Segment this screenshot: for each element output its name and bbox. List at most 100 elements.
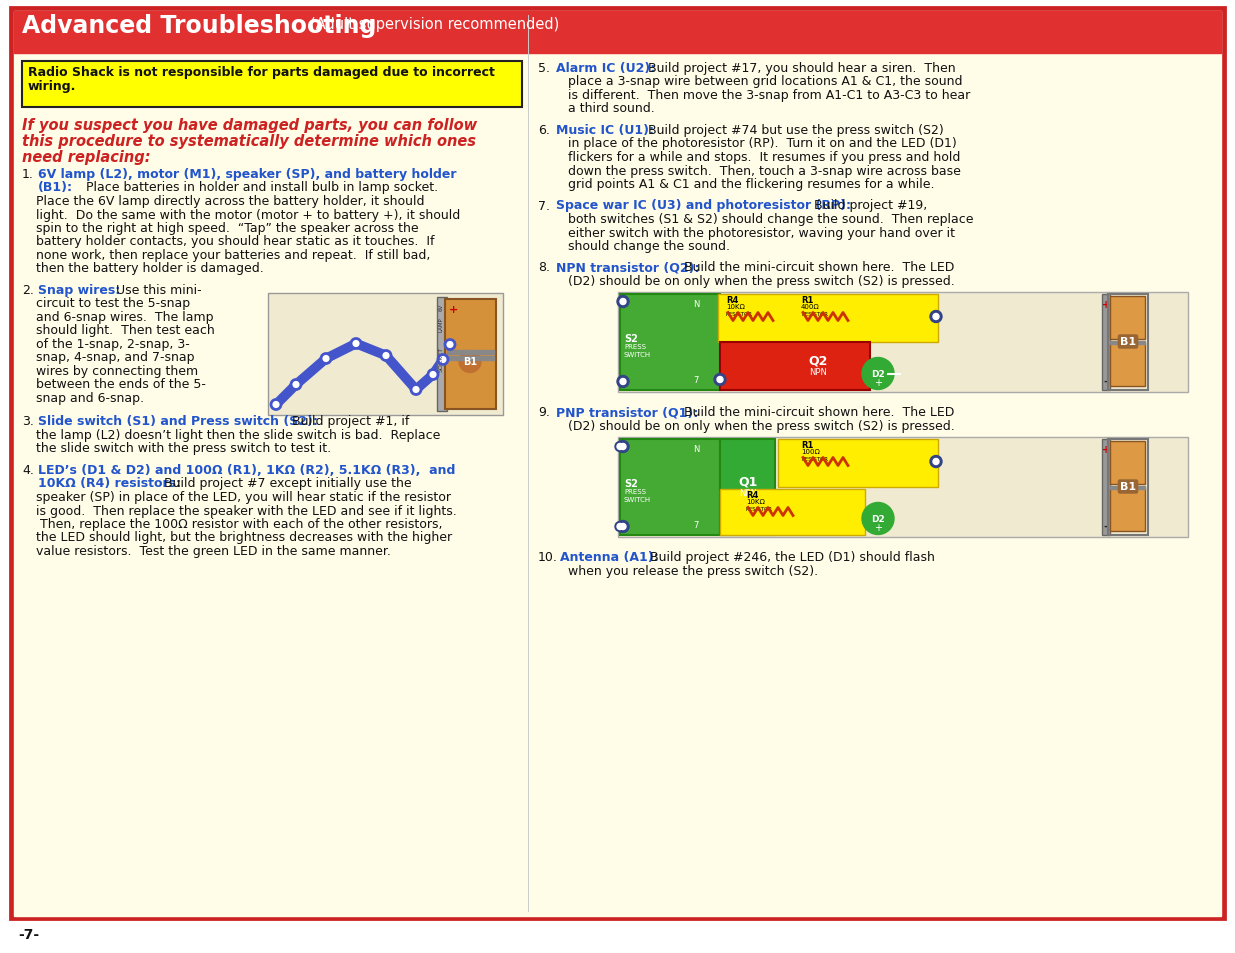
Bar <box>1102 439 1110 535</box>
Text: either switch with the photoresistor, waving your hand over it: either switch with the photoresistor, wa… <box>568 226 955 239</box>
Text: S2: S2 <box>624 335 637 344</box>
Circle shape <box>620 379 626 385</box>
Text: PNP transistor (Q1):: PNP transistor (Q1): <box>556 406 698 419</box>
Text: Build project #1, if: Build project #1, if <box>284 416 409 428</box>
Text: 10KΩ: 10KΩ <box>726 304 745 310</box>
Text: Place batteries in holder and install bulb in lamp socket.: Place batteries in holder and install bu… <box>78 181 438 194</box>
Text: this procedure to systematically determine which ones: this procedure to systematically determi… <box>22 133 475 149</box>
Text: NPN transistor (Q2):: NPN transistor (Q2): <box>556 261 699 274</box>
Text: 4.: 4. <box>22 463 33 476</box>
Text: when you release the press switch (S2).: when you release the press switch (S2). <box>568 564 818 578</box>
Text: wires by connecting them: wires by connecting them <box>36 365 198 377</box>
Text: Then, replace the 100Ω resistor with each of the other resistors,: Then, replace the 100Ω resistor with eac… <box>36 517 442 531</box>
Text: the slide switch with the press switch to test it.: the slide switch with the press switch t… <box>36 442 331 455</box>
Text: SWITCH: SWITCH <box>624 497 651 503</box>
Text: light.  Do the same with the motor (motor + to battery +), it should: light. Do the same with the motor (motor… <box>36 209 461 221</box>
Text: RESISTOR: RESISTOR <box>726 313 753 317</box>
Text: -7-: -7- <box>19 927 40 941</box>
Text: (B1):: (B1): <box>38 181 73 194</box>
Text: PRESS: PRESS <box>624 344 646 350</box>
Text: If you suspect you have damaged parts, you can follow: If you suspect you have damaged parts, y… <box>22 118 477 132</box>
Text: -: - <box>1104 521 1108 531</box>
Circle shape <box>930 312 942 323</box>
Text: between the ends of the 5-: between the ends of the 5- <box>36 378 206 391</box>
Bar <box>447 350 494 355</box>
Circle shape <box>714 375 726 386</box>
Text: LED’s (D1 & D2) and 100Ω (R1), 1KΩ (R2), 5.1KΩ (R3),  and: LED’s (D1 & D2) and 100Ω (R1), 1KΩ (R2),… <box>38 463 456 476</box>
Bar <box>720 489 864 535</box>
Bar <box>268 294 503 416</box>
Text: snap and 6-snap.: snap and 6-snap. <box>36 392 144 405</box>
Circle shape <box>620 444 626 450</box>
Text: 6.: 6. <box>538 124 550 137</box>
Bar <box>718 294 939 342</box>
Text: Advanced Troubleshooting: Advanced Troubleshooting <box>22 14 377 38</box>
Bar <box>22 62 522 108</box>
Circle shape <box>932 459 939 465</box>
Circle shape <box>615 522 625 532</box>
Text: (D2) should be on only when the press switch (S2) is pressed.: (D2) should be on only when the press sw… <box>568 274 955 288</box>
Text: R4: R4 <box>726 296 739 305</box>
Circle shape <box>618 444 622 450</box>
Circle shape <box>862 503 894 535</box>
Bar <box>720 342 869 390</box>
Text: the LED should light, but the brightness decreases with the higher: the LED should light, but the brightness… <box>36 531 452 544</box>
Text: 7.: 7. <box>538 199 550 213</box>
Text: Use this mini-: Use this mini- <box>107 284 201 296</box>
Text: R4: R4 <box>746 491 758 500</box>
Bar <box>1108 439 1149 535</box>
Text: value resistors.  Test the green LED in the same manner.: value resistors. Test the green LED in t… <box>36 544 390 558</box>
Text: PRESS: PRESS <box>624 489 646 495</box>
Circle shape <box>932 314 939 320</box>
Text: NPN: NPN <box>739 489 757 498</box>
Text: D2: D2 <box>871 515 884 524</box>
Text: Q1: Q1 <box>739 475 758 488</box>
Bar <box>1110 488 1145 531</box>
Text: -: - <box>1104 376 1108 386</box>
Circle shape <box>615 442 625 452</box>
Text: flickers for a while and stops.  It resumes if you press and hold: flickers for a while and stops. It resum… <box>568 151 961 164</box>
Text: snap, 4-snap, and 7-snap: snap, 4-snap, and 7-snap <box>36 351 194 364</box>
Text: SOCKET: SOCKET <box>438 346 443 372</box>
Text: circuit to test the 5-snap: circuit to test the 5-snap <box>36 297 190 310</box>
Text: 7: 7 <box>693 376 698 385</box>
Text: RESISTOR: RESISTOR <box>802 313 827 317</box>
Text: RESISTOR: RESISTOR <box>746 507 773 512</box>
Text: Snap wires:: Snap wires: <box>38 284 120 296</box>
Text: need replacing:: need replacing: <box>22 150 151 165</box>
Text: Place the 6V lamp directly across the battery holder, it should: Place the 6V lamp directly across the ba… <box>36 194 425 208</box>
Bar <box>620 439 720 535</box>
Text: LAMP: LAMP <box>438 317 443 332</box>
Circle shape <box>321 355 331 364</box>
Text: in place of the photoresistor (RP).  Turn it on and the LED (D1): in place of the photoresistor (RP). Turn… <box>568 137 957 151</box>
Text: speaker (SP) in place of the LED, you will hear static if the resistor: speaker (SP) in place of the LED, you wi… <box>36 491 451 503</box>
Circle shape <box>618 521 629 533</box>
Text: and 6-snap wires.  The lamp: and 6-snap wires. The lamp <box>36 311 214 324</box>
Text: 10KΩ: 10KΩ <box>746 499 764 505</box>
Text: 8.: 8. <box>538 261 550 274</box>
Circle shape <box>618 376 629 388</box>
Text: battery holder contacts, you should hear static as it touches.  If: battery holder contacts, you should hear… <box>36 235 435 248</box>
Text: 7: 7 <box>693 521 698 530</box>
Circle shape <box>718 377 722 383</box>
Text: 5.: 5. <box>538 62 550 75</box>
Text: R1: R1 <box>802 296 814 305</box>
Circle shape <box>620 299 626 305</box>
Text: 100Ω: 100Ω <box>802 449 820 455</box>
Text: +: + <box>874 523 882 533</box>
Bar <box>445 299 496 409</box>
Bar <box>14 12 1221 54</box>
Bar <box>447 356 494 360</box>
Text: 6V lamp (L2), motor (M1), speaker (SP), and battery holder: 6V lamp (L2), motor (M1), speaker (SP), … <box>38 168 457 181</box>
Circle shape <box>438 355 448 365</box>
Text: 6V: 6V <box>438 303 443 311</box>
Text: 10.: 10. <box>538 551 558 564</box>
Bar <box>720 439 776 535</box>
Bar <box>1110 296 1145 339</box>
Circle shape <box>618 441 629 453</box>
Circle shape <box>618 296 629 308</box>
Text: 9.: 9. <box>538 406 550 419</box>
Text: Radio Shack is not responsible for parts damaged due to incorrect: Radio Shack is not responsible for parts… <box>28 66 495 79</box>
Bar <box>618 437 1188 537</box>
Bar <box>1102 294 1110 390</box>
